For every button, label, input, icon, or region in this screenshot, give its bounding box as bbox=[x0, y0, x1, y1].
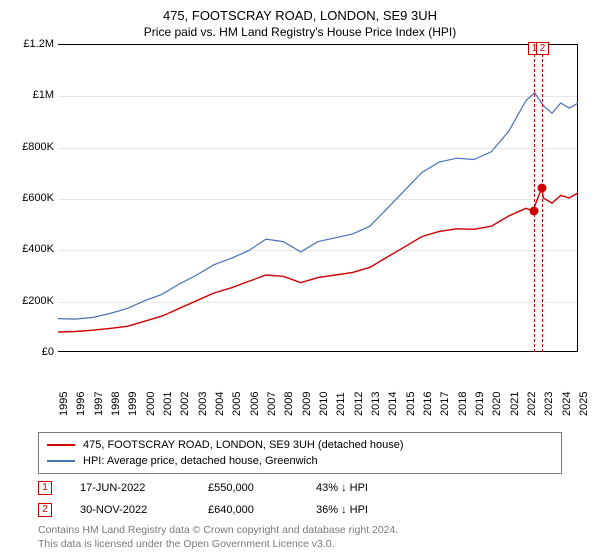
x-axis-label: 2022 bbox=[526, 392, 538, 416]
x-axis-label: 2009 bbox=[301, 392, 313, 416]
footer-line-1: Contains HM Land Registry data © Crown c… bbox=[38, 524, 398, 538]
x-axis-label: 2000 bbox=[145, 392, 157, 416]
y-axis-label: £0 bbox=[42, 346, 54, 358]
x-axis-label: 2004 bbox=[214, 392, 226, 416]
x-axis-label: 2025 bbox=[578, 392, 590, 416]
x-axis-label: 2018 bbox=[457, 392, 469, 416]
events-table: 1 17-JUN-2022 £550,000 43% ↓ HPI 2 30-NOV-202… bbox=[38, 477, 562, 521]
x-axis-label: 1997 bbox=[93, 392, 105, 416]
x-axis-label: 1998 bbox=[110, 392, 122, 416]
x-axis-label: 2015 bbox=[405, 392, 417, 416]
y-axis-label: £600K bbox=[22, 192, 54, 204]
footer-line-2: This data is licensed under the Open Gov… bbox=[38, 538, 398, 552]
event-date: 17-JUN-2022 bbox=[80, 482, 180, 494]
event-price: £550,000 bbox=[208, 482, 288, 494]
x-axis-label: 2023 bbox=[543, 392, 555, 416]
event-date: 30-NOV-2022 bbox=[80, 504, 180, 516]
x-axis-label: 2001 bbox=[162, 392, 174, 416]
event-delta: 36% ↓ HPI bbox=[316, 504, 368, 516]
x-axis-label: 2007 bbox=[266, 392, 278, 416]
marker-dot bbox=[537, 183, 546, 192]
x-axis-label: 2020 bbox=[491, 392, 503, 416]
event-row: 2 30-NOV-2022 £640,000 36% ↓ HPI bbox=[38, 499, 562, 521]
marker-refline bbox=[534, 44, 535, 352]
x-axis-label: 2003 bbox=[197, 392, 209, 416]
event-price: £640,000 bbox=[208, 504, 288, 516]
legend-item: 475, FOOTSCRAY ROAD, LONDON, SE9 3UH (de… bbox=[47, 437, 553, 453]
x-axis-label: 1996 bbox=[75, 392, 87, 416]
header: 475, FOOTSCRAY ROAD, LONDON, SE9 3UH Pri… bbox=[0, 0, 600, 39]
x-axis-label: 1995 bbox=[58, 392, 70, 416]
page-subtitle: Price paid vs. HM Land Registry's House … bbox=[0, 25, 600, 39]
marker-refline bbox=[542, 44, 543, 352]
legend-swatch bbox=[47, 460, 75, 462]
series-line bbox=[58, 93, 578, 319]
marker-dot bbox=[529, 206, 538, 215]
legend-label: 475, FOOTSCRAY ROAD, LONDON, SE9 3UH (de… bbox=[83, 439, 404, 451]
event-delta: 43% ↓ HPI bbox=[316, 482, 368, 494]
x-axis-label: 2012 bbox=[353, 392, 365, 416]
y-axis-label: £1M bbox=[33, 89, 54, 101]
marker-box: 2 bbox=[536, 42, 549, 55]
legend: 475, FOOTSCRAY ROAD, LONDON, SE9 3UH (de… bbox=[38, 432, 562, 474]
x-axis-label: 2013 bbox=[370, 392, 382, 416]
y-axis-label: £200K bbox=[22, 295, 54, 307]
x-axis-label: 2005 bbox=[231, 392, 243, 416]
legend-swatch bbox=[47, 444, 75, 446]
chart: £0£200K£400K£600K£800K£1M£1.2M1995199619… bbox=[0, 44, 600, 379]
event-num: 2 bbox=[38, 503, 52, 517]
x-axis-label: 1999 bbox=[127, 392, 139, 416]
x-axis-label: 2024 bbox=[561, 392, 573, 416]
y-axis-label: £1.2M bbox=[23, 38, 54, 50]
chart-svg bbox=[58, 44, 578, 352]
y-axis-label: £800K bbox=[22, 141, 54, 153]
footer: Contains HM Land Registry data © Crown c… bbox=[38, 524, 398, 551]
event-num: 1 bbox=[38, 481, 52, 495]
x-axis-label: 2017 bbox=[439, 392, 451, 416]
y-axis-label: £400K bbox=[22, 243, 54, 255]
series-line bbox=[58, 188, 578, 332]
page-title: 475, FOOTSCRAY ROAD, LONDON, SE9 3UH bbox=[0, 8, 600, 23]
legend-label: HPI: Average price, detached house, Gree… bbox=[83, 455, 318, 467]
x-axis-label: 2014 bbox=[387, 392, 399, 416]
x-axis-label: 2010 bbox=[318, 392, 330, 416]
x-axis-label: 2002 bbox=[179, 392, 191, 416]
x-axis-label: 2019 bbox=[474, 392, 486, 416]
x-axis-label: 2008 bbox=[283, 392, 295, 416]
x-axis-label: 2011 bbox=[335, 392, 347, 416]
x-axis-label: 2006 bbox=[249, 392, 261, 416]
legend-item: HPI: Average price, detached house, Gree… bbox=[47, 453, 553, 469]
x-axis-label: 2016 bbox=[422, 392, 434, 416]
event-row: 1 17-JUN-2022 £550,000 43% ↓ HPI bbox=[38, 477, 562, 499]
x-axis-label: 2021 bbox=[509, 392, 521, 416]
